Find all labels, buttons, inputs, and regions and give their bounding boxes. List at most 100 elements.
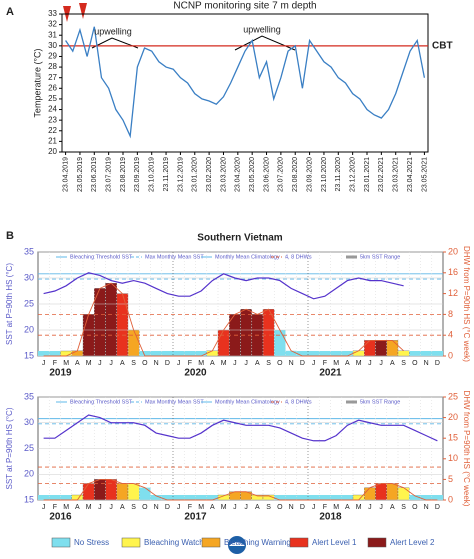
stress-bar bbox=[274, 495, 286, 500]
stress-label: No Stress bbox=[74, 538, 109, 547]
stress-bar bbox=[38, 495, 50, 500]
month-label: J bbox=[379, 504, 383, 511]
dhw-line bbox=[43, 478, 438, 501]
stress-bar bbox=[375, 483, 387, 501]
month-label: M bbox=[333, 360, 339, 367]
x-tick-label: 23.12.2019 bbox=[177, 157, 184, 192]
stress-bar bbox=[60, 350, 72, 357]
x-tick-label: 23.03.2021 bbox=[393, 157, 400, 192]
month-label: A bbox=[255, 360, 260, 367]
stress-bar bbox=[341, 351, 353, 356]
x-tick-label: 23.02.2021 bbox=[378, 157, 385, 192]
month-label: J bbox=[233, 504, 237, 511]
legend-label: Max Monthly Mean SST bbox=[145, 254, 204, 260]
month-label: A bbox=[255, 504, 260, 511]
y2-tick-label: 0 bbox=[448, 494, 453, 504]
month-label: J bbox=[177, 504, 181, 511]
x-tick-label: 23.05.2021 bbox=[421, 157, 428, 192]
y-tick-label: 29 bbox=[48, 52, 57, 61]
panel-label: A bbox=[6, 6, 14, 18]
y2-tick-label: 10 bbox=[448, 453, 458, 463]
year-label: 2020 bbox=[184, 368, 207, 379]
stress-bar bbox=[127, 329, 140, 357]
y-tick-label: 24 bbox=[48, 105, 57, 114]
x-tick-label: 23.06.2020 bbox=[263, 157, 270, 192]
legend-label: Bleaching Threshold SST bbox=[70, 399, 133, 405]
stress-bar bbox=[206, 350, 219, 357]
stress-bar bbox=[296, 351, 308, 356]
month-label: A bbox=[345, 360, 350, 367]
stress-bar bbox=[195, 495, 207, 500]
y-tick-label: 35 bbox=[24, 246, 34, 256]
legend-label: Monthly Mean Climatology bbox=[215, 254, 280, 260]
month-label: M bbox=[86, 504, 92, 511]
stress-bar bbox=[206, 495, 218, 500]
month-label: O bbox=[142, 504, 148, 511]
stress-bar bbox=[296, 495, 308, 500]
y-tick-label: 28 bbox=[48, 62, 57, 71]
month-label: A bbox=[210, 504, 215, 511]
month-label: D bbox=[300, 504, 305, 511]
stress-bar bbox=[352, 350, 365, 357]
noaa-logo bbox=[229, 542, 245, 546]
x-tick-label: 23.11.2020 bbox=[335, 157, 342, 192]
month-label: J bbox=[177, 360, 181, 367]
month-label: A bbox=[75, 360, 80, 367]
y2-tick-label: 8 bbox=[448, 309, 453, 319]
y2-tick-label: 5 bbox=[448, 474, 453, 484]
month-label: J bbox=[312, 504, 316, 511]
upwelling-bracket bbox=[234, 35, 296, 51]
month-label: D bbox=[435, 360, 440, 367]
stress-bar bbox=[139, 351, 151, 356]
month-label: M bbox=[198, 360, 204, 367]
month-label: N bbox=[289, 504, 294, 511]
month-label: M bbox=[221, 360, 227, 367]
stress-bar bbox=[173, 495, 185, 500]
y-tick-label: 26 bbox=[48, 83, 57, 92]
x-tick-label: 23.02.2020 bbox=[206, 157, 213, 192]
month-label: D bbox=[435, 504, 440, 511]
sst-line bbox=[43, 272, 404, 300]
stress-label: Bleaching Warning bbox=[224, 538, 291, 547]
y-tick-label: 15 bbox=[24, 494, 34, 504]
month-label: O bbox=[412, 360, 418, 367]
stress-bar bbox=[82, 483, 95, 501]
y2-tick-label: 12 bbox=[448, 288, 458, 298]
stress-bar bbox=[364, 487, 376, 501]
x-tick-label: 23.07.2020 bbox=[278, 157, 285, 192]
legend-label: 5km SST Range bbox=[360, 254, 400, 260]
year-label: 2016 bbox=[49, 512, 72, 523]
stress-bar bbox=[420, 495, 432, 500]
y-tick-label: 33 bbox=[48, 9, 57, 18]
month-label: A bbox=[345, 504, 350, 511]
stress-label: Bleaching Watch bbox=[144, 538, 204, 547]
stress-bar bbox=[386, 340, 399, 357]
x-tick-label: 23.11.2019 bbox=[163, 157, 170, 192]
y-axis-label: Temperature (°C) bbox=[32, 48, 42, 117]
stress-bar bbox=[105, 283, 117, 357]
month-label: O bbox=[277, 504, 283, 511]
stress-bar bbox=[308, 495, 320, 500]
y2-tick-label: 15 bbox=[448, 433, 458, 443]
y-tick-label: 32 bbox=[48, 20, 57, 29]
year-label: 2019 bbox=[49, 368, 72, 379]
stress-bar bbox=[161, 351, 173, 356]
month-label: A bbox=[120, 360, 125, 367]
month-label: J bbox=[368, 504, 372, 511]
stress-bar bbox=[330, 351, 342, 356]
y-tick-label: 35 bbox=[24, 391, 34, 401]
month-label: A bbox=[75, 504, 80, 511]
x-tick-label: 23.08.2020 bbox=[292, 157, 299, 192]
stress-bar bbox=[285, 495, 297, 500]
month-label: S bbox=[401, 504, 406, 511]
month-label: M bbox=[356, 360, 362, 367]
stress-bar bbox=[116, 293, 129, 357]
stress-swatch bbox=[121, 537, 141, 548]
x-tick-label: 23.12.2020 bbox=[349, 157, 356, 192]
month-label: O bbox=[277, 360, 283, 367]
month-label: M bbox=[356, 504, 362, 511]
y2-tick-label: 0 bbox=[448, 350, 453, 360]
y-tick-label: 15 bbox=[24, 350, 34, 360]
stress-bar bbox=[308, 351, 320, 356]
legend-label: 4, 8 DHWs bbox=[285, 399, 312, 405]
